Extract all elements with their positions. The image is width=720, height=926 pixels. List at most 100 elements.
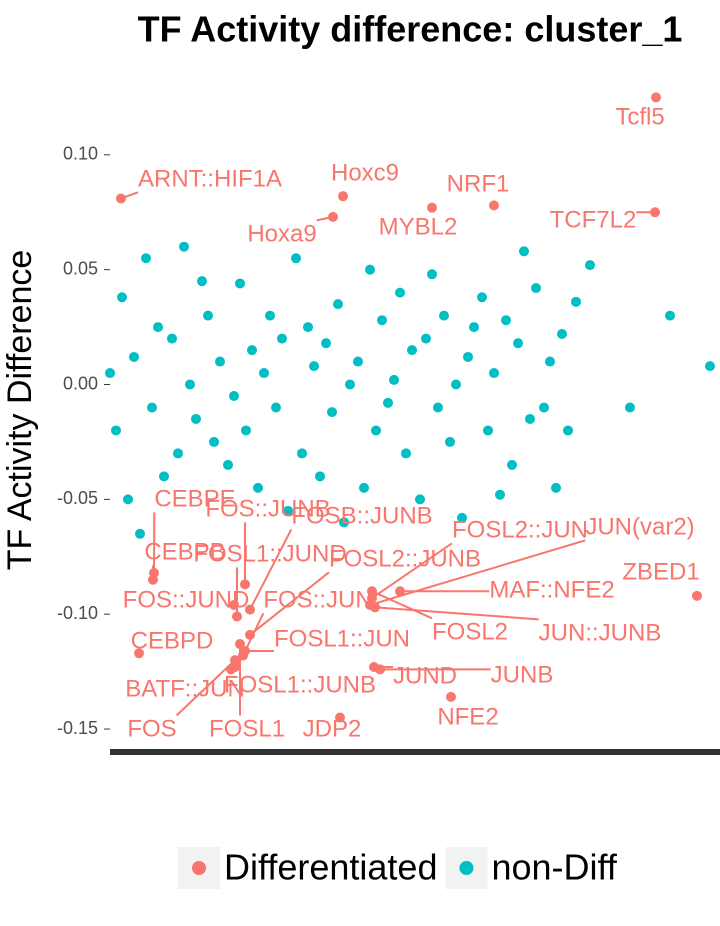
point [571, 297, 581, 307]
point-label: ZBED1 [622, 558, 699, 585]
point [167, 334, 177, 344]
point [129, 352, 139, 362]
point [705, 361, 715, 371]
point [259, 368, 269, 378]
legend-label: Differentiated [224, 847, 437, 888]
point [315, 471, 325, 481]
point [451, 380, 461, 390]
point [359, 483, 369, 493]
point [148, 575, 158, 585]
point [401, 448, 411, 458]
point [327, 407, 337, 417]
point [277, 334, 287, 344]
point [519, 246, 529, 256]
point-label: JUN::JUNB [539, 619, 662, 646]
point [197, 276, 207, 286]
point-label: Hoxa9 [247, 220, 316, 247]
point [229, 391, 239, 401]
point-label: JDP2 [303, 715, 362, 742]
point-label: FOS [127, 715, 176, 742]
point [463, 352, 473, 362]
point-label: ARNT::HIF1A [138, 165, 282, 192]
point [563, 425, 573, 435]
point [291, 253, 301, 263]
point-label: NRF1 [447, 170, 510, 197]
point [297, 448, 307, 458]
point [105, 368, 115, 378]
point [141, 253, 151, 263]
point [338, 191, 348, 201]
point [203, 311, 213, 321]
point-label: TCF7L2 [550, 206, 637, 233]
point [179, 242, 189, 252]
point [241, 425, 251, 435]
point [117, 292, 127, 302]
point-label: JUN(var2) [585, 513, 694, 540]
point [625, 402, 635, 412]
point [253, 483, 263, 493]
point [271, 402, 281, 412]
point [395, 288, 405, 298]
point-label: MAF::NFE2 [489, 576, 614, 603]
point [545, 357, 555, 367]
point [551, 483, 561, 493]
point [585, 260, 595, 270]
point-label: FOSL1::JUNB [224, 671, 376, 698]
point [159, 471, 169, 481]
point [215, 357, 225, 367]
y-tick-label: 0.05 [63, 258, 98, 278]
point-label: JUND [393, 662, 457, 689]
point [353, 357, 363, 367]
point [489, 200, 499, 210]
point [173, 448, 183, 458]
point-label: FOSL1::JUND [193, 540, 346, 567]
point [395, 586, 405, 596]
point [377, 315, 387, 325]
legend-label: non-Diff [491, 847, 617, 888]
y-axis-label: TF Activity Difference [1, 250, 39, 571]
point [483, 425, 493, 435]
point [209, 437, 219, 447]
point [539, 402, 549, 412]
point-label: MYBL2 [379, 213, 458, 240]
point [191, 414, 201, 424]
point-label: JUNB [491, 661, 554, 688]
point-label: FOSL1 [209, 715, 285, 742]
point [445, 437, 455, 447]
point [389, 375, 399, 385]
point [446, 692, 456, 702]
point [265, 311, 275, 321]
point-label: FOS::JUND [123, 586, 250, 613]
point-label: FOSL2::JUN [452, 516, 588, 543]
point [328, 212, 338, 222]
point [495, 490, 505, 500]
point [375, 664, 385, 674]
point [223, 460, 233, 470]
point [427, 203, 437, 213]
point [421, 334, 431, 344]
point [123, 494, 133, 504]
point [240, 646, 250, 656]
y-tick-label: -0.10 [57, 603, 98, 623]
point [501, 315, 511, 325]
point [650, 207, 660, 217]
point [469, 322, 479, 332]
point-label: Hoxc9 [331, 159, 399, 186]
point [407, 345, 417, 355]
point-label: NFE2 [437, 703, 498, 730]
point [111, 425, 121, 435]
point [383, 398, 393, 408]
point [135, 529, 145, 539]
point [321, 338, 331, 348]
point [365, 265, 375, 275]
point [235, 278, 245, 288]
point-label: FOS::JUN [263, 586, 372, 613]
point [245, 630, 255, 640]
y-tick-label: -0.15 [57, 718, 98, 738]
point [333, 299, 343, 309]
point [525, 414, 535, 424]
y-tick-label: -0.05 [57, 488, 98, 508]
point [507, 460, 517, 470]
point-label: CEBPD [131, 627, 214, 654]
